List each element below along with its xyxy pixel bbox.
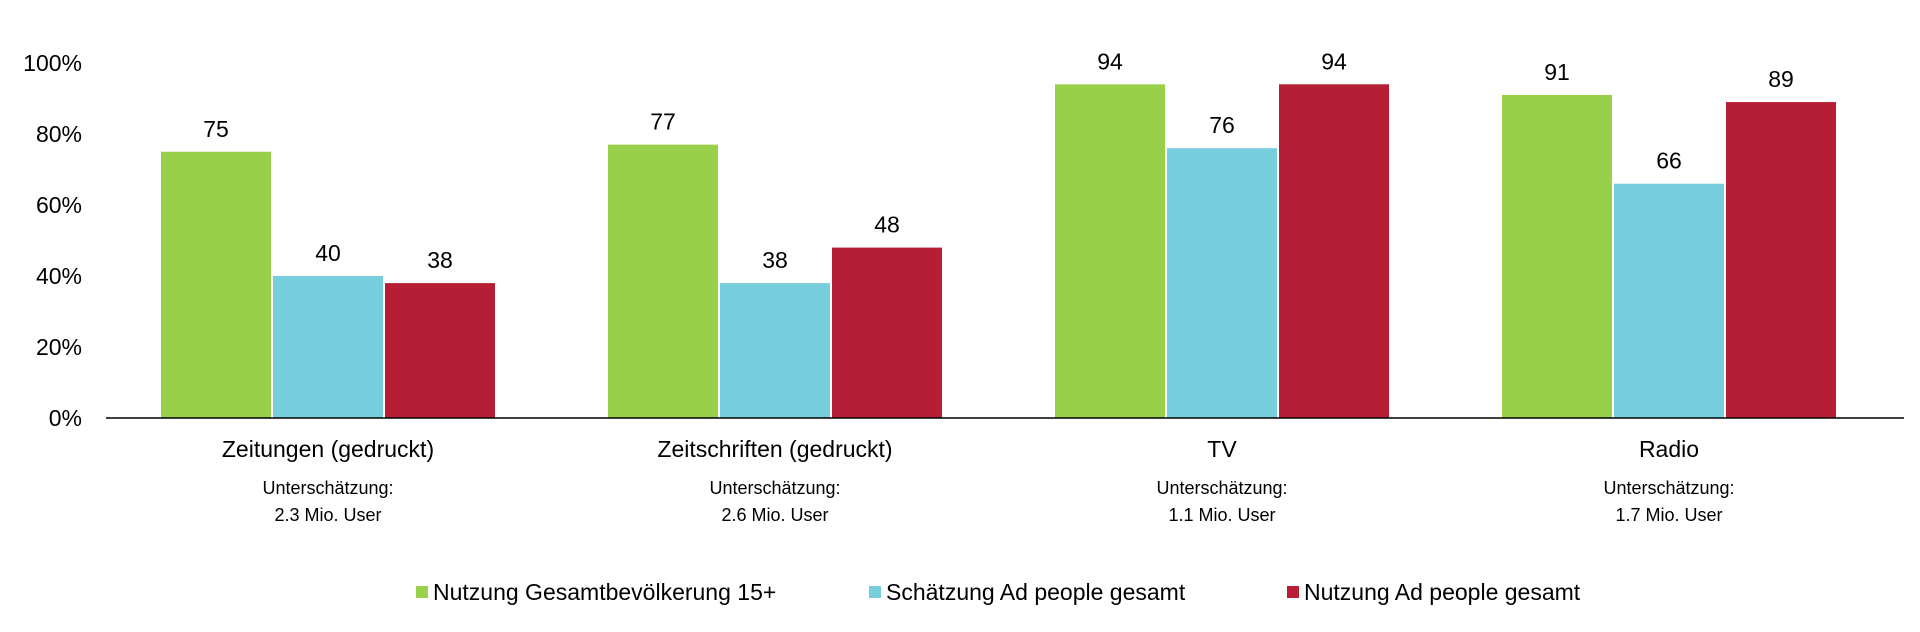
data-label: 66 xyxy=(1656,148,1682,174)
bar xyxy=(273,276,383,418)
bar xyxy=(720,283,830,418)
data-label: 38 xyxy=(762,247,788,273)
data-label: 94 xyxy=(1097,48,1123,74)
bar xyxy=(1279,84,1389,419)
category-note: Unterschätzung: xyxy=(1603,478,1734,498)
data-label: 77 xyxy=(650,109,676,135)
x-tick-label: Radio xyxy=(1639,436,1699,462)
data-label: 76 xyxy=(1209,112,1235,138)
data-label: 75 xyxy=(203,116,229,142)
data-label: 38 xyxy=(427,247,453,273)
data-label: 40 xyxy=(315,240,341,266)
y-tick-label: 60% xyxy=(36,192,82,218)
legend-label: Schätzung Ad people gesamt xyxy=(886,579,1186,605)
data-label: 94 xyxy=(1321,48,1347,74)
y-tick-label: 80% xyxy=(36,121,82,147)
x-tick-label: Zeitschriften (gedruckt) xyxy=(657,436,892,462)
category-labels: Zeitungen (gedruckt) Unterschätzung: 2.3 M… xyxy=(222,436,1735,525)
bars xyxy=(161,84,1836,419)
bar xyxy=(1726,102,1836,419)
bar xyxy=(832,247,942,418)
bar xyxy=(1502,94,1612,418)
bar xyxy=(608,144,718,418)
category-note: 1.7 Mio. User xyxy=(1615,505,1722,525)
legend-label: Nutzung Ad people gesamt xyxy=(1304,579,1581,605)
category-note: 1.1 Mio. User xyxy=(1168,505,1275,525)
legend-swatch xyxy=(416,586,428,598)
data-label: 89 xyxy=(1768,66,1794,92)
value-labels: 75 40 38 77 38 48 94 76 94 91 66 89 xyxy=(203,48,1794,273)
bar xyxy=(1167,148,1277,418)
x-tick-label: TV xyxy=(1207,436,1237,462)
category-note: Unterschätzung: xyxy=(1156,478,1287,498)
bar xyxy=(385,283,495,418)
category-note: 2.3 Mio. User xyxy=(274,505,381,525)
category-note: Unterschätzung: xyxy=(709,478,840,498)
category-note: Unterschätzung: xyxy=(262,478,393,498)
bar xyxy=(1055,84,1165,419)
y-tick-label: 20% xyxy=(36,334,82,360)
legend-label: Nutzung Gesamtbevölkerung 15+ xyxy=(433,579,776,605)
y-tick-label: 100% xyxy=(23,50,82,76)
y-tick-label: 0% xyxy=(49,405,82,431)
bar xyxy=(1614,183,1724,418)
x-tick-label: Zeitungen (gedruckt) xyxy=(222,436,434,462)
data-label: 48 xyxy=(874,212,900,238)
category-note: 2.6 Mio. User xyxy=(721,505,828,525)
legend-swatch xyxy=(869,586,881,598)
y-axis: 0% 20% 40% 60% 80% 100% xyxy=(23,50,82,431)
legend-swatch xyxy=(1287,586,1299,598)
legend: Nutzung Gesamtbevölkerung 15+ Schätzung A… xyxy=(416,579,1581,605)
data-label: 91 xyxy=(1544,59,1570,85)
y-tick-label: 40% xyxy=(36,263,82,289)
bar xyxy=(161,151,271,418)
